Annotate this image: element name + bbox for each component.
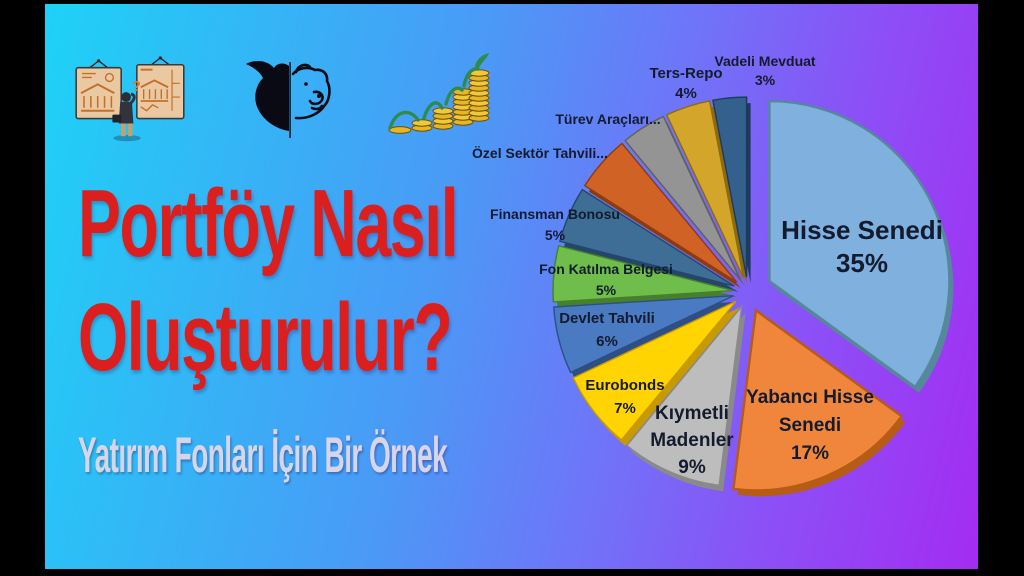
pie-slice-kiymetli-madenler [625,304,743,487]
pie-slice-eurobonds [572,300,737,441]
bull-silhouette [246,60,289,131]
pie-slice-label-eurobonds: Eurobonds 7% [585,377,664,417]
subtitle: Yatırım Fonları İçin Bir Örnek [78,427,448,483]
divider-line [289,62,291,138]
pie-slice-label-fon-katilma-belgesi: Fon Katılma Belgesi 5% [539,261,673,298]
hanging-board-left [75,59,122,120]
main-title-line2: Oluşturulur? [78,284,453,391]
pie-slice-turev-araclari [624,115,741,280]
pie-slice-label-hisse-senedi: Hisse Senedi 35% [781,215,943,278]
pie-slice-finansman-bonosu [559,188,735,287]
bear-outline [291,63,331,120]
coin-growth-icon [388,53,490,134]
pie-slice-ters-repo [665,100,745,278]
pie-slice-devlet-tahvili [553,295,734,374]
pie-slice-label-kiymetli-madenler: Kıymetli Madenler 9% [650,403,734,478]
confused-investor-figure: ? [112,79,141,142]
pie-slice-vadeli-mevduat [712,96,748,278]
growth-vine-arrow [388,67,480,130]
coin-stacks [388,69,490,134]
pie-slice-label-devlet-tahvili: Devlet Tahvili 6% [559,310,655,350]
pie-slice-label-ozel-sektor-tahvili: Özel Sektör Tahvili... [472,145,608,161]
pie-slice-fon-katilma-belgesi [552,244,734,303]
bull-bear-icon [246,60,331,138]
pie-slice-label-ters-repo: Ters-Repo 4% [649,65,722,102]
pie-slice-yabanci-hisse-senedi [732,308,904,492]
portfolio-pie-chart: Hisse Senedi 35% Yabancı Hisse Senedi 17% Kıy… [440,10,990,571]
sprout-leaf [475,53,489,70]
main-title-line1: Portföy Nasıl [78,170,459,277]
pie-slice-label-vadeli-mevduat: Vadeli Mevduat 3% [714,53,815,88]
investor-choice-icon: ? [75,56,185,142]
hanging-board-right [136,56,185,120]
pie-slice-label-yabanci-hisse-senedi: Yabancı Hisse Senedi 17% [746,387,874,464]
pie-slice-label-turev-araclari: Türev Araçları... [555,111,660,127]
svg-text:?: ? [132,79,141,95]
pie-slice-hisse-senedi [768,99,951,389]
pie-slice-ozel-sektor-tahvili [583,142,738,283]
pie-slice-label-finansman-bonosu: Finansman Bonosu 5% [490,206,620,243]
